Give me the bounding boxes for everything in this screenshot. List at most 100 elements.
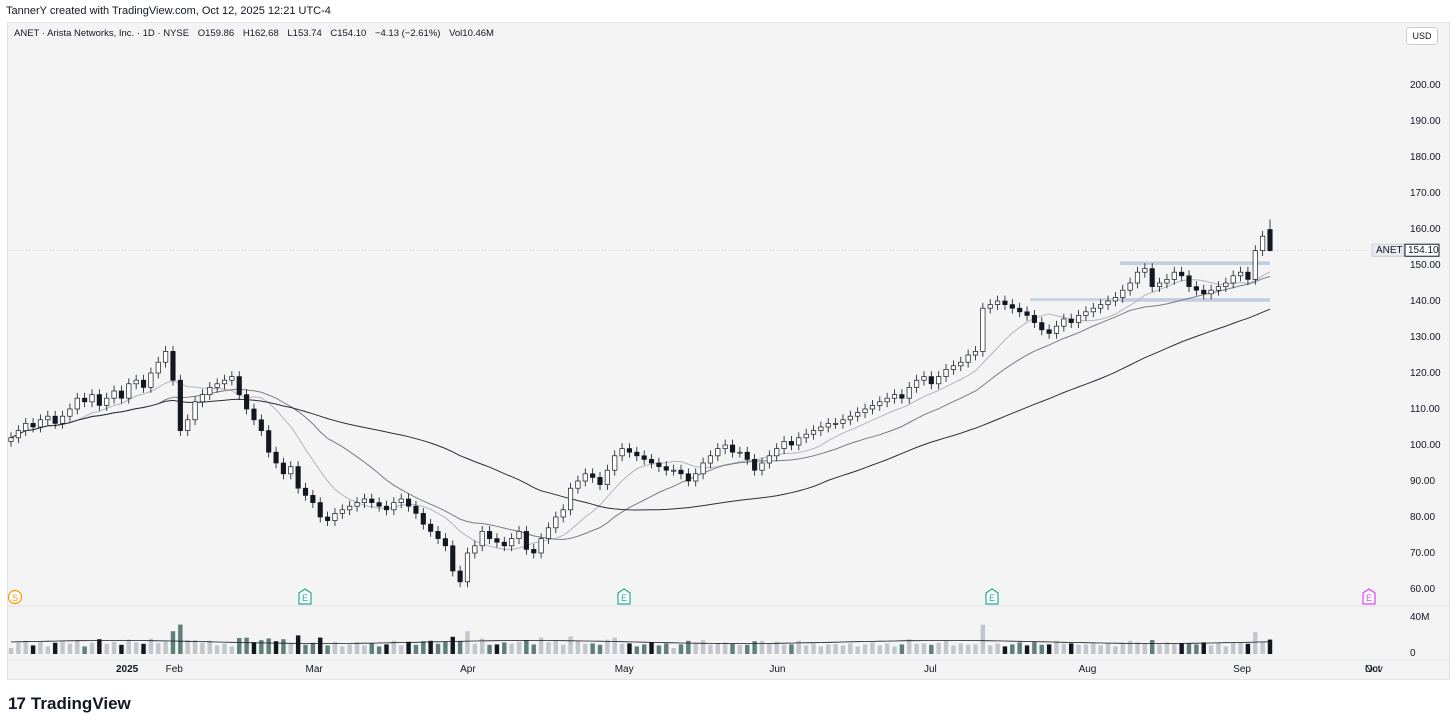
candle	[921, 371, 927, 386]
volume-bar	[693, 643, 698, 654]
candle	[472, 540, 478, 559]
volume-bar	[1061, 643, 1067, 654]
chart-pane[interactable]	[7, 22, 1450, 680]
time-axis-label: Jun	[769, 664, 785, 675]
candle	[288, 461, 294, 480]
candle	[347, 500, 353, 516]
volume-bar	[222, 643, 227, 654]
volume-bar	[1010, 644, 1015, 654]
candle-body	[199, 394, 205, 403]
volume-bar	[899, 644, 905, 654]
candle	[67, 403, 73, 422]
candle	[995, 295, 1001, 310]
volume-bar	[803, 645, 809, 654]
candle	[221, 374, 228, 390]
volume-bar	[465, 631, 470, 654]
legend-close: C154.10	[330, 28, 367, 39]
currency-button[interactable]: USD	[1406, 27, 1438, 45]
volume-bar	[715, 642, 721, 654]
candle	[1068, 313, 1074, 328]
candle-body	[163, 351, 169, 363]
time-axis-label: 2025	[116, 664, 139, 675]
candle-body	[1105, 300, 1111, 305]
volume-bar	[1076, 644, 1081, 654]
volume-bar	[421, 641, 426, 654]
volume-bar	[745, 644, 750, 654]
candle-body	[30, 423, 36, 428]
candle-body	[1223, 282, 1229, 287]
candle	[855, 407, 861, 422]
candle	[317, 497, 323, 523]
candle	[37, 414, 44, 433]
candle-body	[317, 502, 323, 518]
candle-body	[891, 394, 898, 399]
volume-bar	[443, 641, 448, 654]
candle-body	[766, 455, 772, 464]
volume-bar	[722, 642, 728, 654]
candle	[1090, 302, 1096, 318]
volume-bar	[229, 646, 235, 654]
volume-bar	[516, 641, 522, 654]
volume-bar	[995, 643, 1000, 654]
time-axis-label: Apr	[460, 664, 476, 675]
candle	[1076, 310, 1082, 328]
ma-mid-line	[10, 276, 1271, 541]
candle-body	[582, 473, 588, 482]
candle-body	[67, 408, 73, 417]
time-axis-label: Mar	[306, 664, 324, 675]
volume-bar	[126, 639, 132, 654]
tradingview-logo[interactable]: 17 TradingView	[8, 694, 131, 714]
volume-bar	[612, 637, 617, 654]
candle-body	[413, 505, 419, 514]
volume-bar	[1002, 646, 1008, 654]
volume-bar	[914, 643, 919, 654]
candle-body	[818, 426, 824, 431]
candle-body	[52, 415, 58, 424]
volume-bar	[619, 643, 625, 654]
candle	[310, 490, 316, 508]
candle	[1208, 284, 1214, 300]
price-axis-tick: 60.00	[1410, 584, 1435, 595]
candle	[1245, 266, 1251, 285]
candle	[1098, 299, 1104, 314]
volume-bar	[597, 644, 603, 654]
candle-body	[752, 459, 758, 471]
candle	[369, 493, 375, 508]
candle-body	[59, 415, 66, 424]
volume-bar	[1113, 646, 1118, 654]
legend-open: O159.86	[197, 28, 235, 39]
candle-body	[928, 376, 934, 385]
volume-bar	[435, 643, 441, 654]
candle-body	[391, 502, 397, 511]
candle	[1267, 219, 1273, 252]
candle	[722, 439, 728, 454]
candle-body	[693, 473, 699, 482]
candle	[501, 536, 507, 552]
candle	[140, 374, 147, 393]
candle	[744, 446, 750, 465]
candle	[788, 436, 794, 451]
candle	[1215, 281, 1222, 296]
symbol-title[interactable]: ANET · Arista Networks, Inc. · 1D · NYSE	[14, 28, 190, 39]
price-tag-value: 154.10	[1408, 245, 1439, 256]
candle-body	[604, 469, 610, 485]
volume-bar	[686, 640, 691, 654]
candle-body	[192, 401, 198, 421]
candle-body	[921, 376, 927, 381]
volume-bar	[1164, 642, 1170, 654]
candle-body	[1164, 279, 1170, 284]
candle-body	[590, 473, 596, 478]
volume-bar	[82, 646, 87, 654]
candle-body	[1237, 271, 1244, 277]
volume-bar	[627, 643, 632, 654]
volume-bar	[450, 636, 455, 654]
candle	[295, 461, 301, 494]
volume-bar	[774, 641, 779, 654]
candle-body	[420, 513, 426, 525]
candle-body	[884, 397, 890, 403]
candle	[229, 371, 235, 386]
candle-body	[1186, 275, 1192, 287]
volume-bar	[1260, 641, 1265, 654]
candle-body	[1260, 235, 1266, 251]
volume-bar	[1186, 643, 1192, 654]
